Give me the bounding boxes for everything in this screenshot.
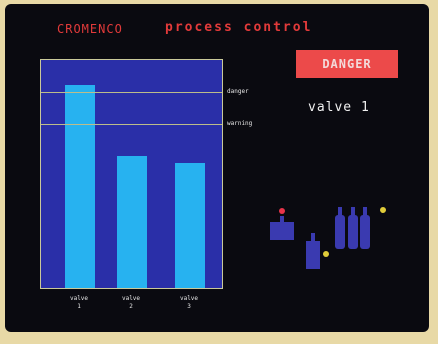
valve-2-icon[interactable] bbox=[311, 233, 315, 241]
bar-valve-2 bbox=[117, 155, 147, 288]
danger-alert-label: DANGER bbox=[322, 57, 372, 71]
bar-valve-3 bbox=[175, 162, 205, 288]
valve-1-body-icon bbox=[270, 222, 294, 240]
danger-threshold-label: danger bbox=[227, 87, 249, 95]
valve-3b-icon[interactable] bbox=[351, 207, 355, 215]
bar-label-valve-3: valve 3 bbox=[179, 295, 199, 310]
terminal-screen: CROMENCO process control DANGER valve 1 … bbox=[5, 4, 429, 332]
brand-label: CROMENCO bbox=[57, 22, 123, 36]
page-title: process control bbox=[165, 20, 313, 35]
bar-valve-1 bbox=[65, 85, 95, 288]
selected-valve-label: valve 1 bbox=[308, 100, 370, 115]
valve-2-body-icon bbox=[306, 241, 320, 269]
bar-label-valve-2: valve 2 bbox=[121, 295, 141, 310]
warning-threshold-line bbox=[41, 123, 222, 125]
valve-3c-icon[interactable] bbox=[363, 207, 367, 215]
warning-threshold-label: warning bbox=[227, 119, 253, 127]
danger-threshold-line bbox=[41, 91, 222, 93]
danger-alert-button[interactable]: DANGER bbox=[296, 50, 398, 78]
valve-3a-body-icon bbox=[335, 215, 345, 249]
bar-label-valve-1: valve 1 bbox=[69, 295, 89, 310]
valve-1-icon[interactable] bbox=[280, 216, 284, 222]
valve-3c-body-icon bbox=[360, 215, 370, 249]
valve-3b-body-icon bbox=[348, 215, 358, 249]
valve-3a-icon[interactable] bbox=[338, 207, 342, 215]
yellow-indicator-icon bbox=[323, 251, 329, 257]
yellow-indicator-icon bbox=[380, 207, 386, 213]
red-indicator-icon bbox=[279, 208, 285, 214]
valve-level-chart bbox=[40, 59, 223, 289]
